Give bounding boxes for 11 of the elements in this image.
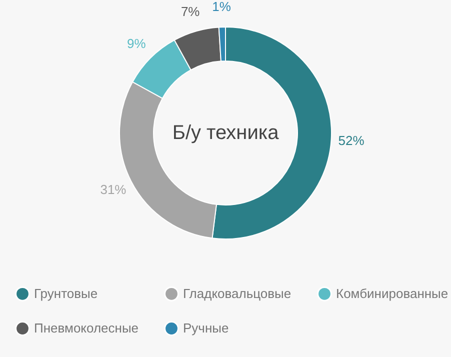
text: Б/у техника bbox=[172, 122, 280, 144]
data-label: 31% bbox=[100, 182, 127, 198]
legend-label: Комбинированные bbox=[336, 286, 448, 301]
data-label: 7% bbox=[180, 4, 200, 20]
data-label: 1% bbox=[212, 0, 232, 14]
legend-label: Гладковальцовые bbox=[183, 286, 292, 301]
data-label: 9% bbox=[127, 36, 146, 51]
legend-label: Грунтовые bbox=[34, 286, 98, 301]
legend-label: Пневмоколесные bbox=[34, 320, 139, 336]
legend-label: Ручные bbox=[183, 320, 229, 336]
data-label: 52% bbox=[338, 132, 365, 148]
